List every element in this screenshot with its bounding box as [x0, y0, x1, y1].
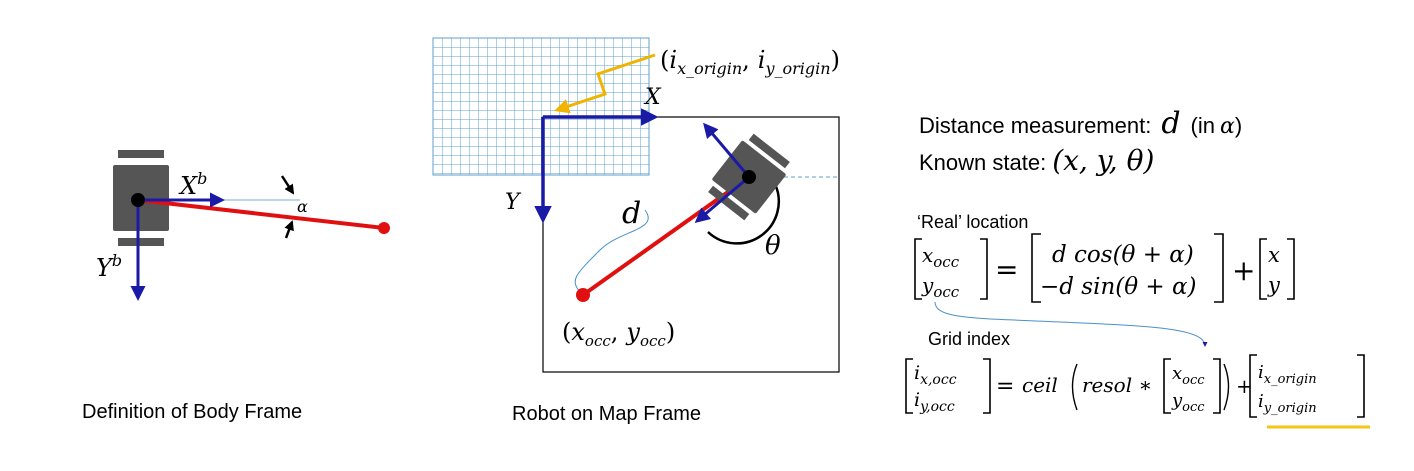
occupied-point-label: (xocc, yocc) — [562, 318, 675, 350]
ceil-close-paren — [1223, 363, 1230, 411]
vec-bottom: yocc — [1171, 390, 1205, 415]
bracket — [1163, 358, 1171, 414]
map-robot-wheel-bottom — [708, 185, 750, 221]
map-x-label: X — [643, 85, 662, 110]
bracket — [1357, 354, 1365, 418]
lhs-bottom: yocc — [921, 273, 960, 301]
map-frame-caption: Robot on Map Frame — [512, 403, 701, 425]
rhs-top: x — [1268, 243, 1280, 267]
bracket — [1259, 238, 1267, 300]
robot-wheel-top — [118, 150, 164, 158]
body-x-label: Xb — [178, 169, 207, 200]
bracket — [905, 358, 913, 414]
map-frame-diagram: X Y d θ (ix_origin, iy_origin) (xocc, yocc… — [432, 37, 840, 425]
bracket — [980, 238, 988, 300]
robot-center — [131, 193, 145, 207]
mid-bottom: −d sin(θ + α) — [1040, 274, 1197, 300]
theta-label: θ — [765, 231, 781, 261]
grid-equals-sign: = — [996, 374, 1014, 399]
grid-rhs-bottom: iy_origin — [1258, 391, 1317, 416]
angle-arrow-top — [280, 175, 295, 195]
map-robot-y-arrow — [703, 122, 751, 178]
bracket — [914, 238, 922, 300]
grid-lhs-bottom: iy,occ — [914, 389, 955, 415]
real-location-equation: xocc yocc = d cos(θ + α) −d sin(θ + α) +… — [914, 233, 1295, 303]
beam-endpoint — [378, 222, 390, 234]
map-y-label: Y — [505, 190, 522, 215]
angle-arrow-bottom — [284, 220, 294, 239]
lhs-top: xocc — [922, 243, 960, 271]
plus-sign: + — [1232, 254, 1255, 287]
flow-connector — [934, 301, 1208, 347]
grid-rhs-top: ix_origin — [1258, 362, 1317, 387]
occupancy-grid — [432, 37, 650, 176]
bracket — [983, 358, 991, 414]
occupied-point — [576, 288, 590, 302]
distance-measurement-line: Distance measurement: d (in α) — [919, 106, 1242, 141]
ceil-function: ceil — [1022, 373, 1058, 397]
mid-top: d cos(θ + α) — [1052, 242, 1194, 268]
robot-wheel-bottom — [118, 238, 164, 246]
distance-label: d — [622, 196, 641, 231]
known-state-line: Known state: (x, y, θ) — [919, 144, 1154, 177]
body-y-label: Yb — [96, 251, 122, 282]
map-boundary — [542, 116, 840, 373]
origin-index-label: (ix_origin, iy_origin) — [660, 46, 840, 78]
alpha-label: α — [297, 197, 308, 216]
ceil-open-paren — [1071, 363, 1078, 411]
origin-pointer-arrow — [554, 53, 656, 114]
theta-arc — [707, 183, 780, 245]
distance-connector — [574, 209, 649, 293]
grid-plus-sign: + — [1236, 374, 1253, 398]
bracket — [1249, 354, 1257, 418]
laser-beam — [137, 198, 385, 230]
rhs-bottom: y — [1267, 273, 1281, 297]
equals-sign: = — [995, 253, 1018, 286]
map-robot-center — [742, 170, 756, 184]
bracket — [1031, 233, 1041, 303]
bracket — [1213, 358, 1221, 414]
real-location-heading: ‘Real’ location — [917, 212, 1028, 232]
equations-panel: Distance measurement: d (in α) Known state:… — [905, 106, 1370, 429]
grid-index-heading: Grid index — [928, 329, 1010, 349]
map-robot-wheel-top — [748, 133, 790, 169]
vec-top: xocc — [1172, 363, 1205, 388]
body-frame-caption: Definition of Body Frame — [82, 401, 302, 423]
resol-term: resol ∗ — [1082, 373, 1152, 397]
bracket — [1287, 238, 1295, 300]
grid-index-equation: ix,occ iy,occ = ceil resol ∗ xocc yocc +… — [905, 354, 1370, 429]
map-robot-x-arrow — [694, 175, 750, 223]
body-frame-diagram: Xb Yb α Definition of Body Frame — [82, 150, 390, 423]
bracket — [1214, 233, 1224, 303]
grid-lhs-top: ix,occ — [914, 362, 957, 388]
